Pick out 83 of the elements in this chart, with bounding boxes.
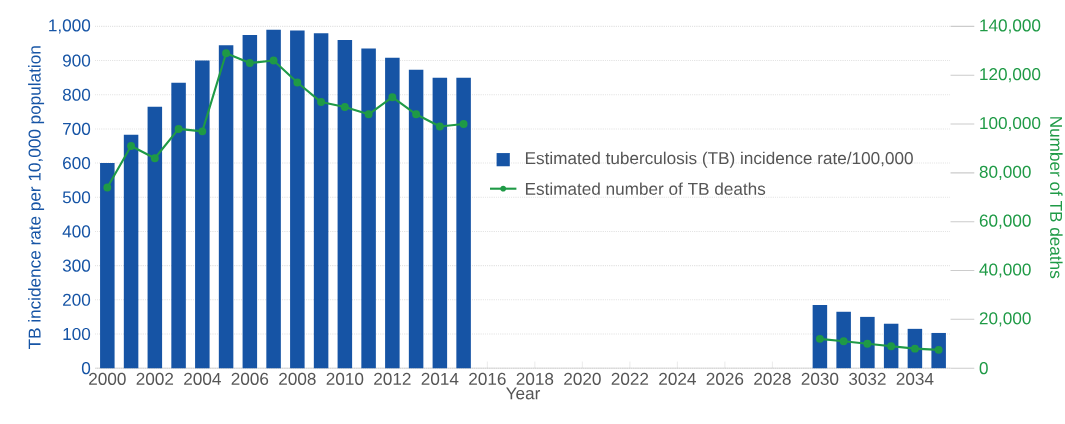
point <box>245 59 254 68</box>
y-tick-label: 400 <box>62 225 91 238</box>
x-tick-label: 2012 <box>374 373 411 386</box>
y-tick-label: 900 <box>62 54 91 67</box>
x-tick-label: 2010 <box>326 373 364 386</box>
y2-tick-label: 80,000 <box>979 165 1031 181</box>
point <box>459 120 468 129</box>
bar <box>860 317 875 369</box>
y-tick-label: 800 <box>62 88 91 102</box>
x-tick-label: 2004 <box>184 373 221 386</box>
point <box>435 122 444 131</box>
y-axis-title: TB incidence rate per 10,000 population <box>28 46 45 350</box>
x-tick-label: 2028 <box>754 373 791 386</box>
y-tick-label: 700 <box>63 123 91 136</box>
y2-tick-label: 40,000 <box>979 263 1031 278</box>
point <box>293 78 302 87</box>
point <box>198 127 207 136</box>
bar <box>171 82 186 369</box>
y2-tick-label: 120,000 <box>980 68 1041 83</box>
bar <box>123 134 139 369</box>
bar <box>266 30 281 369</box>
x-tick-label: 2006 <box>231 373 269 386</box>
point <box>887 342 896 351</box>
y2-axis-title: Number of TB deaths <box>1050 117 1063 279</box>
x-tick-label: 2016 <box>469 373 506 386</box>
point <box>934 346 943 355</box>
bar <box>836 311 851 369</box>
legend-label: Estimated number of TB deaths <box>525 182 766 196</box>
bar <box>218 45 234 369</box>
point <box>150 154 159 163</box>
x-tick-label: 2034 <box>896 373 934 386</box>
bar <box>290 30 305 369</box>
point <box>364 110 373 119</box>
point <box>103 183 112 192</box>
y-tick-label: 100 <box>63 328 91 341</box>
point <box>127 142 136 151</box>
point <box>269 56 278 65</box>
point <box>174 125 183 134</box>
bar <box>361 48 376 369</box>
y-tick-label: 300 <box>62 259 91 272</box>
point <box>815 335 824 344</box>
bar <box>432 77 448 369</box>
y-tick-label: 200 <box>63 293 91 307</box>
y-tick-label: 0 <box>81 362 91 375</box>
x-tick-label: 2000 <box>89 373 126 386</box>
point <box>388 93 397 102</box>
y2-tick-label: 0 <box>979 362 988 375</box>
x-tick-label: 2030 <box>801 373 839 386</box>
bar <box>313 33 329 369</box>
x-tick-label: 2026 <box>706 373 744 386</box>
x-tick-label: 2024 <box>659 373 696 386</box>
y2-tick-label: 140,000 <box>980 19 1041 34</box>
point <box>412 110 421 119</box>
bar <box>100 163 115 369</box>
x-tick-label: 2008 <box>279 373 316 386</box>
x-tick-label: 2002 <box>136 373 174 386</box>
point <box>222 49 231 58</box>
bar <box>147 106 163 369</box>
y-tick-label: 500 <box>62 191 91 204</box>
bar <box>337 40 353 369</box>
x-tick-label: 2014 <box>421 373 459 386</box>
x-tick-label: 2018 <box>516 373 554 386</box>
bar <box>385 58 400 369</box>
y-tick-label: 600 <box>63 157 91 170</box>
point <box>839 337 848 346</box>
y2-tick-label: 100,000 <box>980 117 1041 132</box>
y2-tick-label: 20,000 <box>979 312 1031 327</box>
y2-tick-label: 60,000 <box>979 214 1031 229</box>
bar <box>195 60 210 369</box>
bar <box>242 35 258 369</box>
point <box>863 339 872 348</box>
y-tick-label: 1,000 <box>49 19 91 34</box>
bar <box>812 305 828 369</box>
x-tick-label: 2022 <box>611 373 649 386</box>
point <box>910 344 919 353</box>
x-tick-label: 3032 <box>848 373 886 386</box>
point <box>317 98 326 107</box>
x-tick-label: 2020 <box>564 373 601 386</box>
legend-label: Estimated tuberculosis (TB) incidence rate/100,000 <box>525 151 913 168</box>
point <box>340 103 349 112</box>
bar <box>456 77 471 369</box>
bar <box>408 69 424 369</box>
x-axis-title: Year <box>506 387 541 400</box>
